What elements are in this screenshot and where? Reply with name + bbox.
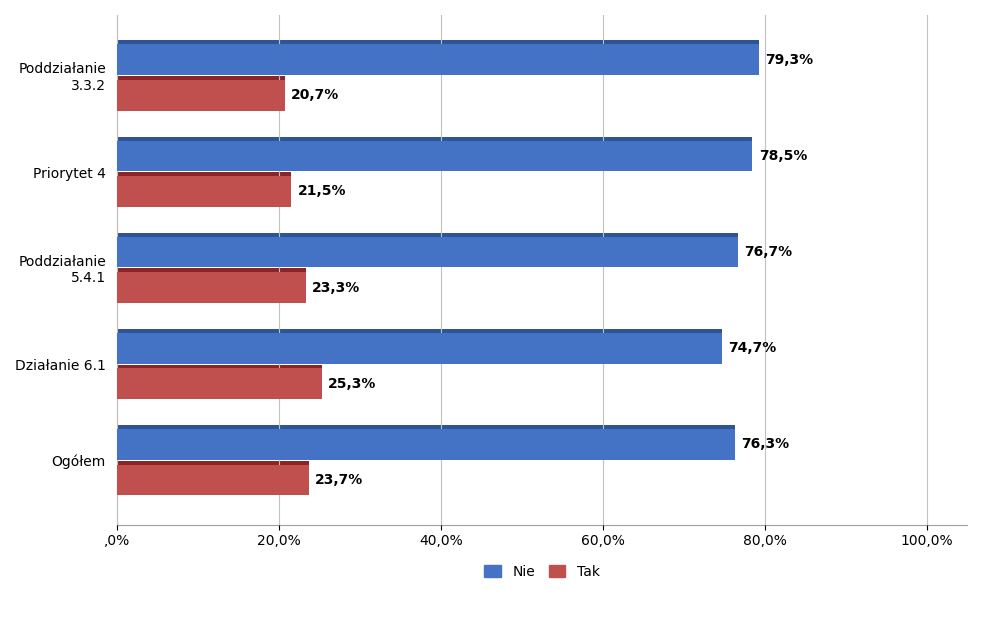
Bar — [117, 369, 322, 399]
Legend: Nie, Tak: Nie, Tak — [479, 559, 605, 584]
Bar — [117, 237, 737, 268]
Bar — [117, 137, 752, 168]
Text: 25,3%: 25,3% — [328, 377, 377, 391]
Bar — [117, 40, 759, 71]
Text: 74,7%: 74,7% — [729, 342, 777, 355]
Bar — [117, 425, 735, 456]
Bar — [117, 329, 722, 360]
Bar — [117, 272, 305, 303]
Bar — [117, 461, 309, 492]
Text: 76,7%: 76,7% — [744, 245, 792, 259]
Bar — [117, 176, 291, 207]
Bar — [117, 429, 735, 460]
Text: 78,5%: 78,5% — [759, 149, 807, 163]
Text: 20,7%: 20,7% — [291, 89, 340, 102]
Text: 23,3%: 23,3% — [312, 281, 360, 295]
Bar — [117, 268, 305, 299]
Text: 76,3%: 76,3% — [741, 437, 790, 451]
Text: 21,5%: 21,5% — [298, 184, 346, 198]
Bar — [117, 141, 752, 171]
Text: 79,3%: 79,3% — [765, 53, 813, 67]
Bar — [117, 333, 722, 363]
Bar — [117, 233, 737, 264]
Text: 23,7%: 23,7% — [315, 473, 363, 487]
Bar — [117, 172, 291, 203]
Bar — [117, 365, 322, 395]
Bar — [117, 44, 759, 75]
Bar — [117, 80, 285, 110]
Bar — [117, 76, 285, 107]
Bar — [117, 465, 309, 496]
